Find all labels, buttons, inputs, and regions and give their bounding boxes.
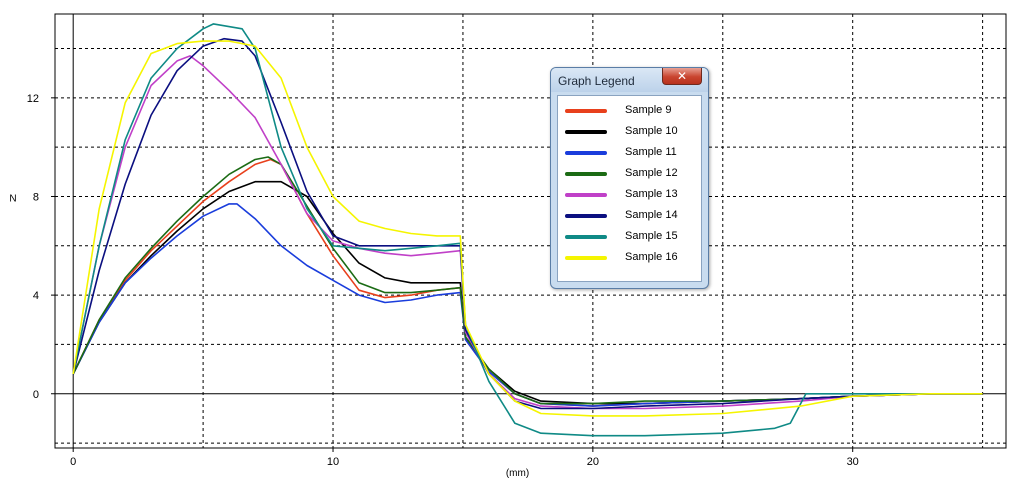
legend-item: Sample 13 bbox=[558, 186, 701, 204]
series-line-2 bbox=[72, 180, 983, 405]
close-button[interactable]: ✕ bbox=[662, 68, 702, 85]
legend-swatch bbox=[565, 214, 607, 218]
y-tick-label: 4 bbox=[33, 290, 39, 302]
legend-label: Sample 14 bbox=[625, 209, 678, 221]
legend-item: Sample 15 bbox=[558, 228, 701, 246]
legend-item: Sample 12 bbox=[558, 165, 701, 183]
series-line-4 bbox=[72, 156, 983, 405]
legend-item: Sample 14 bbox=[558, 207, 701, 225]
legend-label: Sample 11 bbox=[625, 146, 677, 158]
y-tick-label: 8 bbox=[33, 191, 39, 203]
series-lines bbox=[72, 23, 983, 437]
legend-swatch bbox=[565, 256, 607, 260]
legend-item: Sample 10 bbox=[558, 123, 701, 141]
x-tick-label: 10 bbox=[327, 456, 339, 468]
grid bbox=[55, 14, 1006, 448]
series-line-7 bbox=[72, 23, 983, 437]
legend-swatch bbox=[565, 130, 607, 134]
legend-label: Sample 10 bbox=[625, 125, 678, 137]
x-tick-label: 0 bbox=[70, 456, 76, 468]
graph-legend-window[interactable]: Graph Legend ✕ Sample 9 Sample 10 Sample 1… bbox=[550, 67, 709, 289]
x-axis-label: (mm) bbox=[506, 468, 529, 479]
series-line-5 bbox=[72, 55, 983, 410]
y-tick-label: 12 bbox=[27, 93, 39, 105]
tick-labels: 0 10 20 30 0 4 8 12 (mm) N bbox=[9, 93, 858, 479]
legend-titlebar[interactable]: Graph Legend ✕ bbox=[551, 68, 708, 92]
series-line-6 bbox=[72, 37, 983, 410]
close-icon: ✕ bbox=[676, 69, 688, 83]
plot-frame bbox=[54, 13, 1007, 449]
legend-swatch bbox=[565, 172, 607, 176]
legend-list: Sample 9 Sample 10 Sample 11 Sample 12 Sampl… bbox=[557, 95, 702, 282]
legend-swatch bbox=[565, 235, 607, 239]
legend-swatch bbox=[565, 151, 607, 155]
series-line-8 bbox=[72, 40, 983, 417]
legend-item: Sample 9 bbox=[558, 102, 701, 120]
y-axis-label: N bbox=[9, 193, 16, 204]
series-line-1 bbox=[72, 158, 983, 407]
legend-title: Graph Legend bbox=[558, 74, 635, 88]
x-tick-label: 30 bbox=[847, 456, 859, 468]
legend-swatch bbox=[565, 109, 607, 113]
legend-label: Sample 15 bbox=[625, 230, 678, 242]
legend-item: Sample 11 bbox=[558, 144, 701, 162]
legend-label: Sample 16 bbox=[625, 251, 678, 263]
y-tick-label: 0 bbox=[33, 389, 39, 401]
legend-swatch bbox=[565, 193, 607, 197]
legend-label: Sample 13 bbox=[625, 188, 678, 200]
axes bbox=[51, 13, 1007, 452]
series-line-3 bbox=[72, 203, 983, 407]
legend-label: Sample 12 bbox=[625, 167, 678, 179]
x-tick-label: 20 bbox=[587, 456, 599, 468]
legend-item: Sample 16 bbox=[558, 249, 701, 267]
legend-label: Sample 9 bbox=[625, 104, 672, 116]
